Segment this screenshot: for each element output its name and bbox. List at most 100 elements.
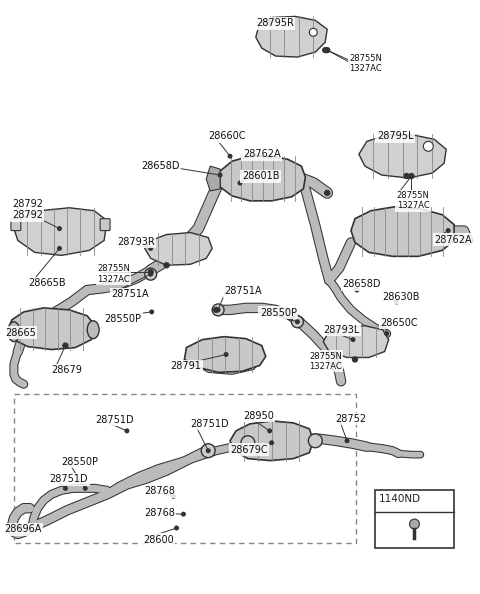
Circle shape <box>409 173 414 179</box>
Text: 28795L: 28795L <box>377 131 413 141</box>
Circle shape <box>224 353 228 356</box>
FancyBboxPatch shape <box>375 490 454 548</box>
Circle shape <box>218 173 222 177</box>
Text: 28762A: 28762A <box>434 235 472 245</box>
Text: 28793R: 28793R <box>117 236 155 247</box>
Text: 28762A: 28762A <box>243 149 280 159</box>
Text: 28751D: 28751D <box>49 475 88 485</box>
Circle shape <box>58 247 61 250</box>
Text: 28601B: 28601B <box>242 171 279 181</box>
Circle shape <box>201 444 215 457</box>
Text: 1140ND: 1140ND <box>379 494 421 504</box>
Circle shape <box>125 429 129 432</box>
Circle shape <box>333 352 337 357</box>
Circle shape <box>325 48 329 52</box>
Circle shape <box>446 229 450 232</box>
Circle shape <box>216 308 220 312</box>
Circle shape <box>309 29 317 36</box>
Text: 28791: 28791 <box>170 361 202 371</box>
Polygon shape <box>230 421 313 460</box>
Text: 28795R: 28795R <box>256 18 294 29</box>
Text: 28600: 28600 <box>143 535 174 545</box>
Polygon shape <box>194 342 262 374</box>
Text: 28751D: 28751D <box>191 419 229 429</box>
Circle shape <box>409 519 420 529</box>
Circle shape <box>268 154 272 158</box>
Circle shape <box>324 191 330 195</box>
Ellipse shape <box>87 321 99 339</box>
Polygon shape <box>359 134 446 178</box>
Text: 28679: 28679 <box>51 365 83 375</box>
Circle shape <box>58 227 61 230</box>
Text: 28751A: 28751A <box>224 286 262 296</box>
Circle shape <box>228 154 232 158</box>
Circle shape <box>181 513 185 516</box>
Text: 28658D: 28658D <box>342 279 381 289</box>
Polygon shape <box>8 308 95 349</box>
Circle shape <box>145 268 156 280</box>
Text: 28665B: 28665B <box>28 278 65 288</box>
Text: 28696A: 28696A <box>4 524 41 534</box>
Circle shape <box>14 332 18 336</box>
Circle shape <box>385 332 388 336</box>
Polygon shape <box>323 326 389 358</box>
Circle shape <box>333 353 337 356</box>
Circle shape <box>206 449 210 453</box>
Polygon shape <box>14 208 107 255</box>
Circle shape <box>324 48 330 53</box>
Text: 28755N
1327AC: 28755N 1327AC <box>396 191 430 210</box>
Circle shape <box>270 441 274 444</box>
Circle shape <box>84 486 87 490</box>
Circle shape <box>149 247 153 250</box>
Circle shape <box>268 429 272 432</box>
Circle shape <box>308 434 322 448</box>
Text: 28768: 28768 <box>144 486 175 497</box>
FancyBboxPatch shape <box>100 219 110 230</box>
Polygon shape <box>351 207 454 257</box>
Circle shape <box>214 308 218 312</box>
Text: 28751A: 28751A <box>111 289 149 299</box>
Polygon shape <box>145 233 212 266</box>
Text: 28650C: 28650C <box>381 318 419 328</box>
Polygon shape <box>206 166 220 191</box>
Circle shape <box>238 181 242 185</box>
Circle shape <box>63 343 68 348</box>
Circle shape <box>149 273 153 276</box>
Circle shape <box>164 263 169 268</box>
Text: 28660C: 28660C <box>208 131 246 141</box>
Circle shape <box>148 270 153 274</box>
Circle shape <box>150 310 154 314</box>
Circle shape <box>175 526 178 530</box>
Text: 28950: 28950 <box>243 411 274 421</box>
Circle shape <box>395 300 398 304</box>
Circle shape <box>149 270 153 274</box>
Text: 28630B: 28630B <box>383 292 420 302</box>
Text: 28751D: 28751D <box>95 415 134 425</box>
Circle shape <box>408 135 412 138</box>
Circle shape <box>291 316 303 328</box>
Text: 28792
28792: 28792 28792 <box>12 199 43 220</box>
Text: 28755N
1327AC: 28755N 1327AC <box>309 352 342 371</box>
Polygon shape <box>220 156 305 201</box>
Circle shape <box>241 436 255 450</box>
Circle shape <box>345 439 349 443</box>
Text: 28755N
1327AC: 28755N 1327AC <box>97 264 130 284</box>
Text: 28793L: 28793L <box>323 325 360 335</box>
Circle shape <box>323 48 328 53</box>
Circle shape <box>64 344 67 347</box>
Circle shape <box>296 320 299 324</box>
Circle shape <box>268 21 272 24</box>
Circle shape <box>352 357 358 362</box>
Circle shape <box>410 174 413 178</box>
Circle shape <box>172 494 175 498</box>
Circle shape <box>18 525 22 528</box>
Circle shape <box>355 288 359 292</box>
Ellipse shape <box>8 322 20 342</box>
Text: 28550P: 28550P <box>104 314 141 324</box>
FancyBboxPatch shape <box>11 219 21 230</box>
Circle shape <box>404 173 409 179</box>
Polygon shape <box>184 337 266 372</box>
Circle shape <box>351 338 355 342</box>
Text: 28665: 28665 <box>5 328 36 338</box>
Circle shape <box>64 486 67 490</box>
